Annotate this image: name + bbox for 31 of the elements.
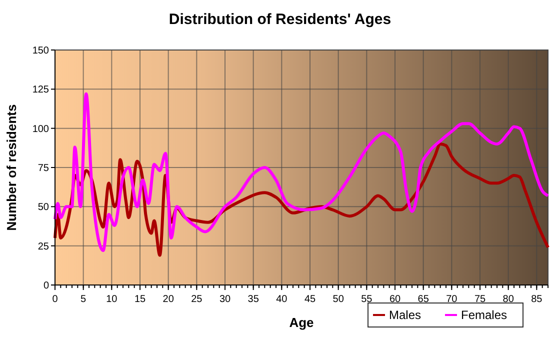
- y-tick-label: 50: [38, 202, 50, 214]
- y-tick-label: 75: [38, 163, 50, 174]
- x-axis-title: Age: [289, 315, 314, 330]
- x-tick-label: 40: [276, 294, 288, 305]
- x-tick-label: 45: [304, 294, 316, 305]
- legend-label: Females: [461, 308, 508, 322]
- x-tick-label: 5: [80, 294, 87, 305]
- x-tick-label: 75: [474, 294, 486, 305]
- chart-title: Distribution of Residents' Ages: [168, 11, 392, 28]
- y-axis-title: Number of residents: [4, 104, 19, 231]
- x-tick-label: 70: [446, 294, 458, 305]
- x-tick-label: 85: [531, 294, 543, 305]
- y-tick-label: 25: [38, 241, 50, 252]
- y-tick-label: 100: [32, 124, 50, 135]
- x-tick-label: 0: [52, 294, 58, 305]
- x-tick-label: 65: [418, 294, 430, 305]
- x-tick-label: 25: [191, 294, 203, 305]
- y-tick-label: 125: [32, 84, 50, 96]
- x-tick-label: 55: [361, 294, 373, 305]
- x-tick-label: 80: [502, 294, 514, 305]
- line-series: [54, 92, 550, 252]
- x-tick-label: 60: [389, 294, 401, 305]
- x-tick-label: 30: [219, 294, 231, 305]
- x-tick-label: 20: [162, 294, 174, 305]
- legend-label: Males: [389, 308, 422, 322]
- y-tick-label: 150: [32, 46, 50, 56]
- x-tick-label: 35: [248, 294, 260, 305]
- y-tick-label: 0: [43, 280, 50, 292]
- x-tick-label: 50: [332, 294, 344, 305]
- x-tick-label: 15: [134, 294, 146, 305]
- x-tick-label: 10: [106, 294, 118, 305]
